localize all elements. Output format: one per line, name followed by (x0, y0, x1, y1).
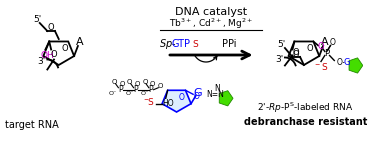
Text: 3': 3' (275, 55, 284, 64)
Text: O: O (112, 79, 117, 85)
Text: A: A (76, 37, 84, 47)
Text: O: O (142, 79, 148, 85)
Text: G: G (194, 88, 202, 98)
Text: O-: O- (336, 58, 345, 67)
Text: P: P (133, 85, 138, 94)
Text: N: N (214, 84, 220, 93)
Text: 2'-$\mathit{Rp}$-P$^\mathrm{S}$-labeled RNA: 2'-$\mathit{Rp}$-P$^\mathrm{S}$-labeled … (257, 101, 354, 115)
Text: 5': 5' (34, 14, 42, 23)
Text: O: O (61, 43, 68, 53)
Text: PPi: PPi (222, 39, 237, 49)
Text: $\it{Sp}$-: $\it{Sp}$- (158, 37, 176, 51)
Text: Tb$^{3+}$, Cd$^{2+}$, Mg$^{2+}$: Tb$^{3+}$, Cd$^{2+}$, Mg$^{2+}$ (169, 17, 253, 31)
Text: O: O (318, 42, 324, 51)
Text: N=N: N=N (206, 90, 224, 99)
Text: DNA catalyst: DNA catalyst (175, 7, 247, 17)
Text: O: O (119, 81, 125, 87)
Text: $^-$S: $^-$S (313, 61, 328, 72)
Text: G: G (344, 58, 350, 67)
Text: 5': 5' (277, 39, 285, 49)
Text: GTP: GTP (172, 39, 191, 49)
Text: P: P (118, 85, 122, 94)
Text: debranchase resistant: debranchase resistant (244, 117, 367, 127)
Text: O: O (150, 81, 155, 87)
Text: O: O (127, 79, 132, 85)
Text: target RNA: target RNA (5, 120, 59, 130)
Text: O: O (48, 22, 54, 32)
Text: HO: HO (162, 99, 174, 108)
Text: OH: OH (40, 51, 54, 60)
Text: O⁻: O⁻ (108, 91, 117, 96)
Text: P: P (149, 85, 153, 94)
Text: O: O (135, 81, 140, 87)
Text: O: O (51, 50, 57, 59)
Text: O: O (178, 92, 184, 102)
Text: O: O (330, 38, 335, 47)
Text: O: O (293, 48, 300, 57)
Polygon shape (162, 90, 191, 112)
Text: O: O (306, 43, 313, 53)
Text: O: O (194, 92, 200, 101)
Text: P: P (324, 49, 329, 58)
Text: O⁻: O⁻ (125, 91, 134, 96)
Text: O: O (158, 83, 163, 89)
Text: O⁻: O⁻ (141, 91, 149, 96)
Text: A: A (321, 37, 329, 47)
Text: O: O (293, 50, 300, 59)
Text: S: S (193, 39, 198, 49)
Text: $^{-\!}$S: $^{-\!}$S (143, 96, 155, 107)
Text: 3': 3' (37, 57, 46, 66)
